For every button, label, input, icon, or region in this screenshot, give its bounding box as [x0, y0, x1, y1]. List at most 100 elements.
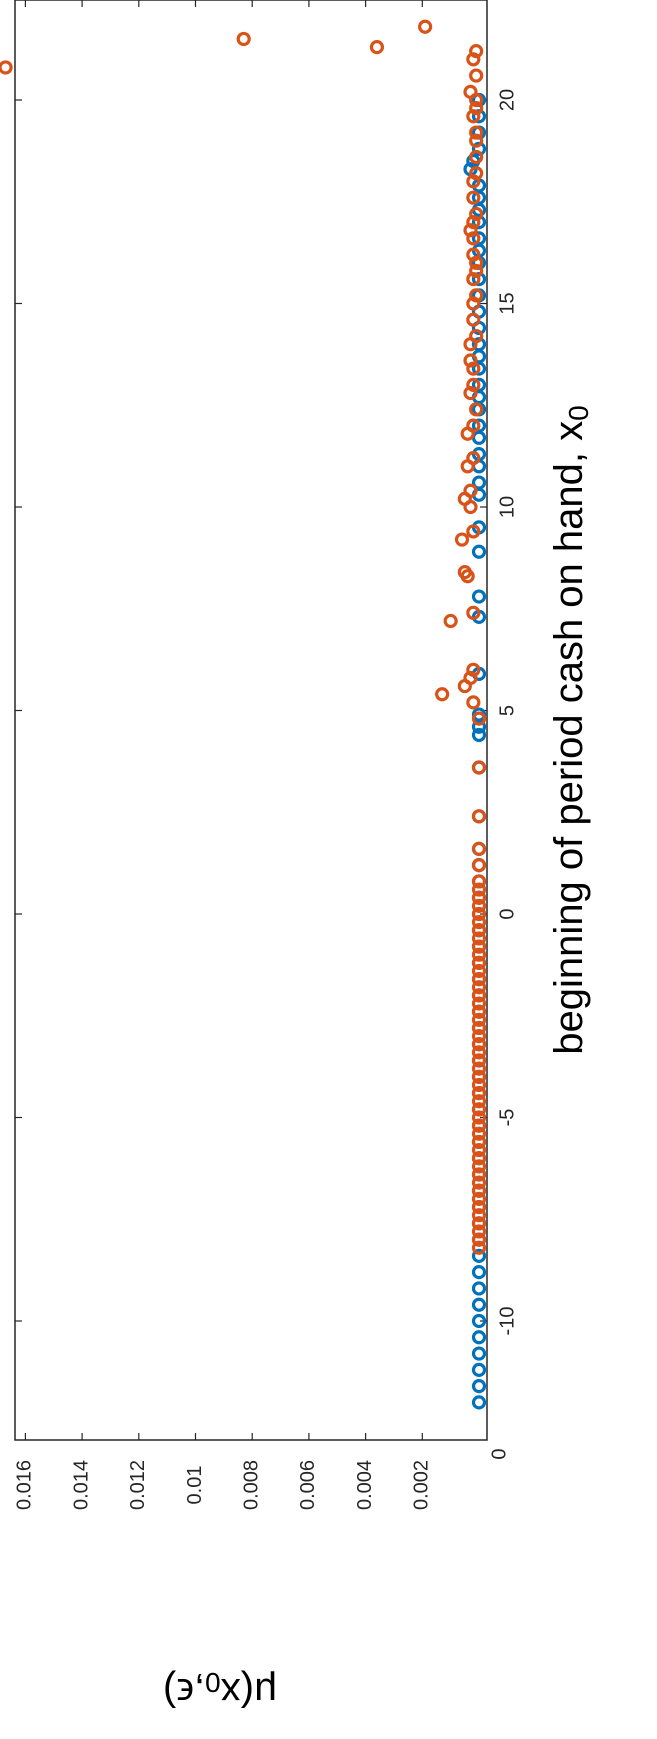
- data-point: [471, 1362, 487, 1377]
- data-point: [466, 361, 481, 376]
- data-point: [471, 890, 487, 905]
- y-axis-label-main: μ(x: [221, 1670, 277, 1714]
- data-point: [466, 247, 481, 262]
- y-tick-label: 0.008: [240, 1460, 262, 1510]
- data-point: [466, 524, 481, 539]
- data-point: [471, 898, 487, 913]
- data-point: [471, 1118, 487, 1133]
- data-markers: [0, 19, 487, 1410]
- x-tick-label: 15: [496, 292, 518, 314]
- data-point: [435, 687, 450, 702]
- data-point: [471, 1102, 487, 1117]
- data-point: [471, 915, 487, 930]
- data-point: [471, 1199, 487, 1215]
- y-tick-label: 0.014: [70, 1460, 92, 1510]
- data-point: [471, 377, 487, 392]
- data-point: [471, 1313, 487, 1329]
- data-point: [454, 532, 470, 547]
- data-point: [466, 109, 481, 124]
- data-point: [471, 711, 487, 726]
- data-point: [471, 1183, 487, 1198]
- data-point: [471, 1208, 487, 1223]
- data-point: [463, 385, 478, 401]
- data-point: [466, 695, 481, 710]
- data-point: [471, 1191, 487, 1207]
- y-axis-label-tail: ,ϵ): [163, 1670, 205, 1714]
- data-point: [471, 544, 487, 559]
- data-point: [471, 1053, 487, 1068]
- data-point: [457, 565, 472, 580]
- data-point: [471, 1297, 487, 1312]
- data-point: [471, 882, 487, 897]
- data-point: [471, 430, 487, 445]
- data-point: [463, 353, 478, 368]
- data-point: [471, 1142, 487, 1158]
- data-point: [471, 1028, 487, 1044]
- data-point: [471, 271, 487, 287]
- data-point: [471, 947, 487, 962]
- data-point: [418, 19, 433, 34]
- data-point: [471, 1037, 487, 1052]
- data-point: [471, 963, 487, 979]
- data-point: [469, 263, 484, 279]
- y-axis-label: μ(x0,ϵ): [163, 1667, 277, 1715]
- data-point: [471, 1216, 487, 1231]
- data-point: [471, 1281, 487, 1296]
- data-point: [469, 125, 484, 140]
- data-point: [469, 255, 484, 270]
- y-axis-ticks: 0.002 0.004 0.006 0.008 0.01 0.012 0.014 0.016: [14, 0, 433, 1510]
- data-point: [471, 923, 487, 938]
- data-point: [466, 451, 481, 466]
- data-point: [466, 215, 481, 230]
- x-tick-label: -5: [496, 1109, 518, 1127]
- data-point: [471, 589, 487, 604]
- data-point: [471, 988, 487, 1003]
- y-tick-label: 0.006: [297, 1460, 319, 1510]
- x-axis-label-main: beginning of period cash on hand, x: [547, 421, 591, 1055]
- data-point: [469, 402, 484, 417]
- data-point: [471, 1224, 487, 1239]
- data-point: [471, 337, 487, 352]
- data-point: [466, 377, 481, 392]
- data-point: [463, 84, 478, 99]
- data-point: [471, 809, 487, 824]
- data-point: [471, 1248, 487, 1263]
- data-point: [466, 271, 481, 287]
- x-tick-label: 5: [496, 705, 518, 716]
- data-point: [469, 206, 484, 222]
- data-point: [471, 1094, 487, 1109]
- data-point: [471, 939, 487, 954]
- y-tick-label: 0.002: [411, 1460, 433, 1510]
- x-tick-label: 20: [496, 89, 518, 111]
- data-point: [469, 328, 484, 344]
- data-point: [469, 288, 484, 303]
- data-point: [463, 223, 478, 238]
- x-axis-label: beginning of period cash on hand, x0: [547, 405, 595, 1054]
- y0-tick-label: 0: [487, 1448, 509, 1459]
- data-point: [471, 931, 487, 946]
- data-point: [471, 475, 487, 490]
- data-point: [471, 1379, 487, 1394]
- data-point: [466, 296, 481, 311]
- data-point: [471, 1004, 487, 1019]
- data-point: [0, 60, 13, 75]
- y-tick-label: 0.01: [184, 1466, 206, 1505]
- data-point: [369, 39, 385, 55]
- data-point: [466, 52, 481, 67]
- data-point: [471, 418, 487, 433]
- data-point: [443, 613, 458, 629]
- data-point: [471, 841, 487, 856]
- data-point: [466, 662, 481, 677]
- data-point: [466, 231, 481, 246]
- data-point: [469, 133, 484, 148]
- y-tick-label: 0.004: [354, 1460, 376, 1510]
- data-point: [463, 483, 478, 498]
- data-point: [471, 109, 487, 124]
- data-point: [471, 1167, 487, 1182]
- data-point: [471, 858, 487, 873]
- data-point: [466, 190, 481, 205]
- data-point: [469, 68, 484, 83]
- x-axis-label-sub: 0: [563, 405, 594, 421]
- data-point: [471, 955, 487, 970]
- data-point: [471, 996, 487, 1011]
